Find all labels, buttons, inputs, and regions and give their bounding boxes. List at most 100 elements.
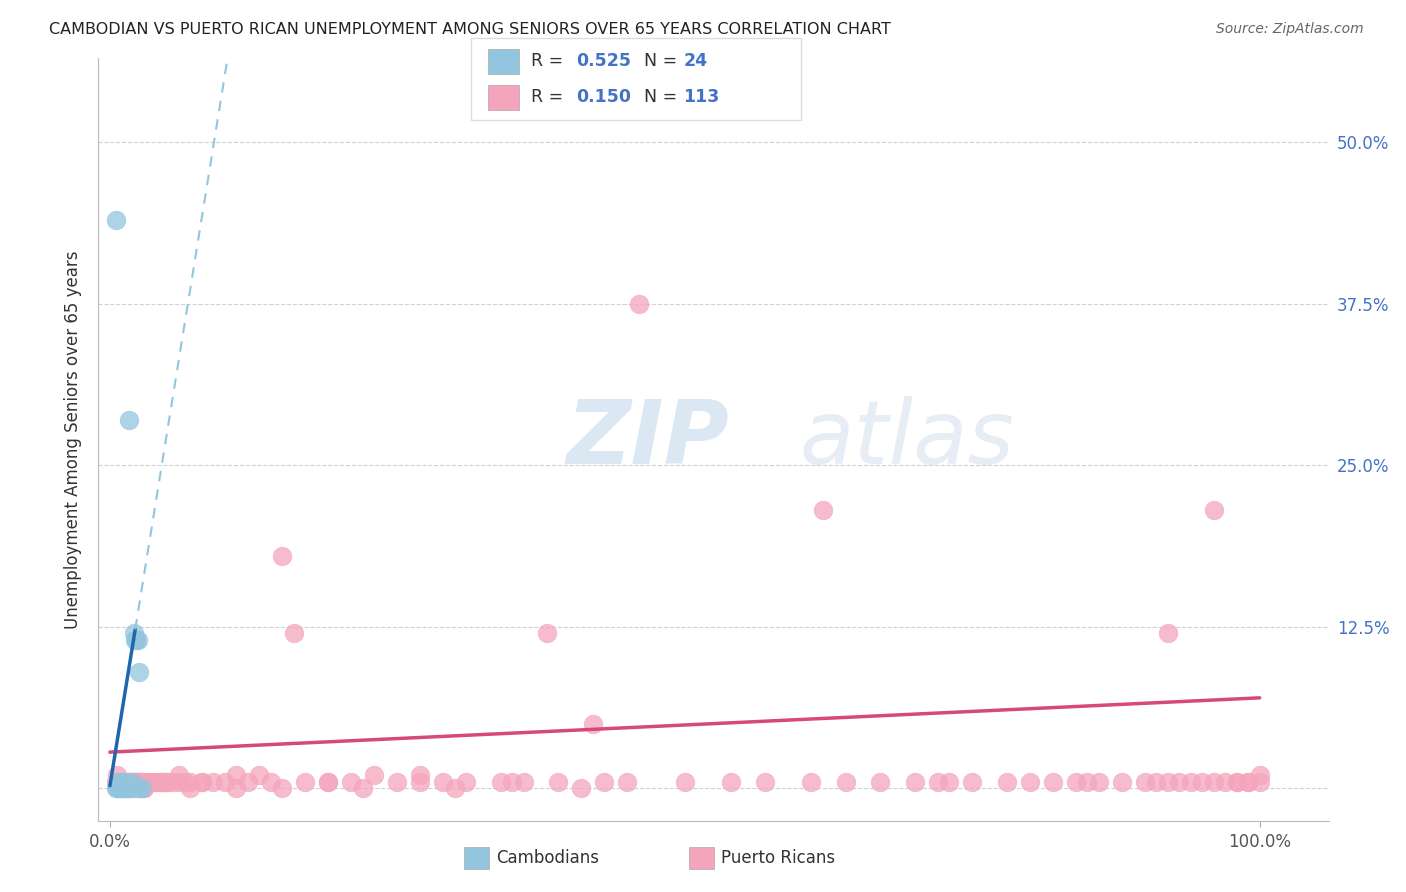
Point [145,775,167,789]
Point [513,775,536,789]
Point [1076,775,1098,789]
Text: R =: R = [531,53,569,70]
Point [1202,775,1225,789]
Point [122,781,145,796]
Point [121,775,143,789]
Text: atlas: atlas [800,396,1015,483]
Text: N =: N = [633,53,682,70]
Point [352,781,374,796]
Point [107,781,129,796]
Point [112,775,135,789]
Point [179,775,201,789]
Point [318,775,340,789]
Point [582,716,605,731]
Point [110,775,132,789]
Point [110,781,132,796]
Point [616,775,638,789]
Text: Cambodians: Cambodians [496,849,599,867]
Point [115,781,138,796]
Point [409,768,432,782]
Point [1249,775,1271,789]
Point [138,775,160,789]
Point [115,775,138,789]
Point [149,775,172,789]
Point [156,775,179,789]
Point [271,549,294,563]
Point [260,775,283,789]
Point [835,775,858,789]
Point [105,781,128,796]
Point [1144,775,1167,789]
Point [107,775,129,789]
Point [141,775,163,789]
Point [122,775,145,789]
Point [1191,775,1213,789]
Point [387,775,409,789]
Point [104,212,127,227]
Point [124,632,146,647]
Point [127,775,149,789]
Point [120,781,142,796]
Point [294,775,316,789]
Point [128,781,150,796]
Point [247,768,270,782]
Point [536,626,558,640]
Point [363,768,385,782]
Point [114,775,136,789]
Point [225,781,247,796]
Point [673,775,696,789]
Point [1226,775,1249,789]
Text: Puerto Ricans: Puerto Ricans [721,849,835,867]
Point [167,775,190,789]
Point [142,775,165,789]
Point [1064,775,1087,789]
Text: 0.525: 0.525 [576,53,631,70]
Point [927,775,949,789]
Point [1226,775,1249,789]
Point [489,775,512,789]
Point [456,775,478,789]
Point [1237,775,1260,789]
Point [800,775,823,789]
Point [547,775,569,789]
Point [112,781,135,796]
Point [167,768,190,782]
Point [128,775,150,789]
Point [120,775,142,789]
Point [128,775,150,789]
Point [1042,775,1064,789]
Point [1249,768,1271,782]
Point [173,775,195,789]
Point [118,413,141,427]
Point [156,775,179,789]
Point [283,626,305,640]
Point [1018,775,1040,789]
Point [1111,775,1133,789]
Point [754,775,776,789]
Text: R =: R = [531,88,569,106]
Point [236,775,259,789]
Y-axis label: Unemployment Among Seniors over 65 years: Unemployment Among Seniors over 65 years [65,250,83,629]
Point [117,781,139,796]
Point [444,781,467,796]
Point [127,632,149,647]
Point [1202,503,1225,517]
Point [627,296,650,310]
Point [104,781,127,796]
Point [720,775,742,789]
Point [191,775,214,789]
Point [110,775,132,789]
Point [409,775,432,789]
Point [593,775,616,789]
Point [110,775,132,789]
Point [122,626,145,640]
Point [131,775,153,789]
Point [960,775,983,789]
Point [202,775,225,789]
Point [132,775,155,789]
Point [104,775,127,789]
Point [811,503,834,517]
Point [125,632,148,647]
Point [121,775,143,789]
Point [128,665,150,679]
